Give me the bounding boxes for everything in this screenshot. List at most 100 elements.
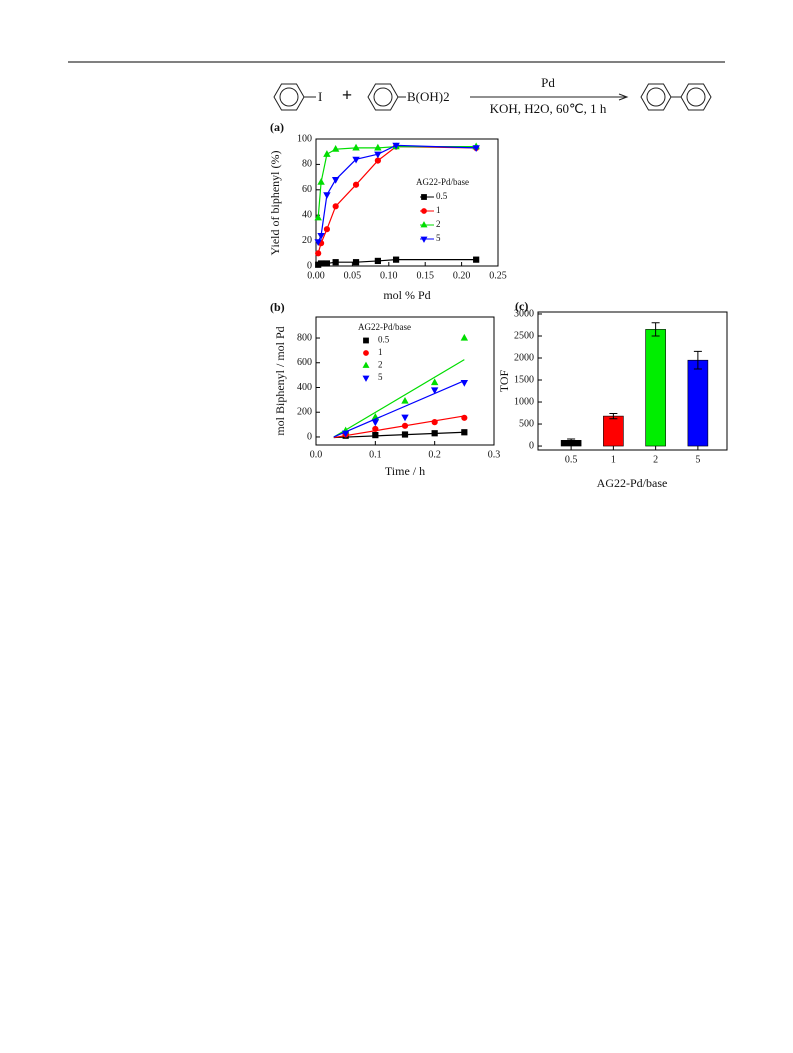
y-tick-label: 80 [302,159,312,170]
marker [430,387,439,395]
marker [460,333,469,341]
x-tick-label: 0.05 [344,270,362,281]
y-tick-label: 20 [302,235,312,246]
marker [331,145,340,152]
panel-label: (a) [270,120,284,134]
legend-marker [421,194,427,200]
y-tick-label: 2000 [514,352,534,363]
y-tick-label: 3000 [514,308,534,319]
y-tick-label: 60 [302,184,312,195]
x-tick-label: 0.20 [453,270,471,281]
y-tick-label: 800 [297,332,312,343]
x-tick-label: 5 [695,454,700,465]
marker [352,181,360,188]
bar [687,359,709,447]
x-axis-title: mol % Pd [383,288,430,302]
marker [341,430,350,438]
series-line [317,146,477,254]
bar [603,415,624,447]
fit-line [333,431,465,439]
marker [352,156,360,164]
benzene-ring [367,83,399,111]
x-tick-label: 0.10 [380,270,398,281]
series-line [317,144,477,243]
legend-label: 2 [378,360,383,370]
marker [331,177,340,184]
plot-frame [315,138,499,267]
y-tick-label: 200 [297,407,312,418]
x-tick-label: 0.25 [489,270,507,281]
marker [317,260,325,267]
marker [332,203,339,210]
x-tick-label: 0.3 [488,449,501,460]
x-axis-title: Time / h [385,464,425,478]
error-bar [567,438,576,443]
x-tick-label: 0.00 [307,270,325,281]
legend-marker [421,208,427,214]
legend-label: 2 [436,219,441,229]
y-axis-title: mol Biphenyl / mol Pd [273,326,287,435]
marker [431,419,438,426]
marker [461,429,468,436]
panel-label: (c) [515,299,528,313]
y-axis-title: Yield of biphenyl (%) [268,151,282,256]
marker [430,378,439,386]
y-tick-label: 400 [297,382,312,393]
legend-label: 5 [436,233,441,243]
marker [323,150,331,157]
boronic-label: B(OH)2 [407,89,450,104]
fit-line [333,359,465,438]
legend-marker [363,350,369,356]
marker [374,157,381,164]
y-tick-label: 1000 [514,396,534,407]
legend-label: 0.5 [436,191,448,201]
panel-label: (b) [270,300,285,314]
marker [317,232,325,240]
marker [392,256,400,263]
conditions-label: KOH, H2O, 60℃, 1 h [490,101,607,116]
marker [374,143,382,151]
legend-label: 1 [436,205,441,215]
x-tick-label: 0.2 [428,449,441,460]
marker [323,226,331,233]
marker [473,256,480,263]
plot-frame [537,311,728,451]
legend-title: AG22-Pd/base [416,177,469,187]
marker [314,213,322,221]
legend-label: 0.5 [378,335,390,345]
y-tick-label: 0 [307,260,312,271]
marker [323,192,331,200]
error-bar [651,322,660,337]
legend-label: 1 [378,347,383,357]
ring-circle [646,87,666,107]
y-tick-label: 600 [297,357,312,368]
ring-circle [686,87,706,107]
fit-line [333,380,465,438]
y-axis-title: TOF [497,369,511,392]
marker [371,419,380,427]
y-tick-label: 500 [519,418,534,429]
benzene-ring [640,83,672,111]
legend-marker [362,361,370,368]
bar [645,329,666,447]
iodide-label: I [318,89,322,104]
x-tick-label: 1 [611,454,616,465]
error-bar [609,412,618,420]
marker [472,145,480,153]
marker [317,178,325,185]
legend-marker [362,375,370,382]
y-tick-label: 100 [297,133,312,144]
marker [374,257,381,265]
legend-marker [420,221,428,228]
x-tick-label: 0.0 [310,449,323,460]
x-tick-label: 0.1 [369,449,382,460]
marker [431,430,438,437]
reaction-scheme-drawing [273,83,712,111]
arrow-head [618,93,629,101]
marker [372,432,379,439]
y-tick-label: 0 [307,431,312,442]
catalyst-label: Pd [541,75,555,90]
marker [401,414,409,422]
benzene-ring [273,83,305,111]
